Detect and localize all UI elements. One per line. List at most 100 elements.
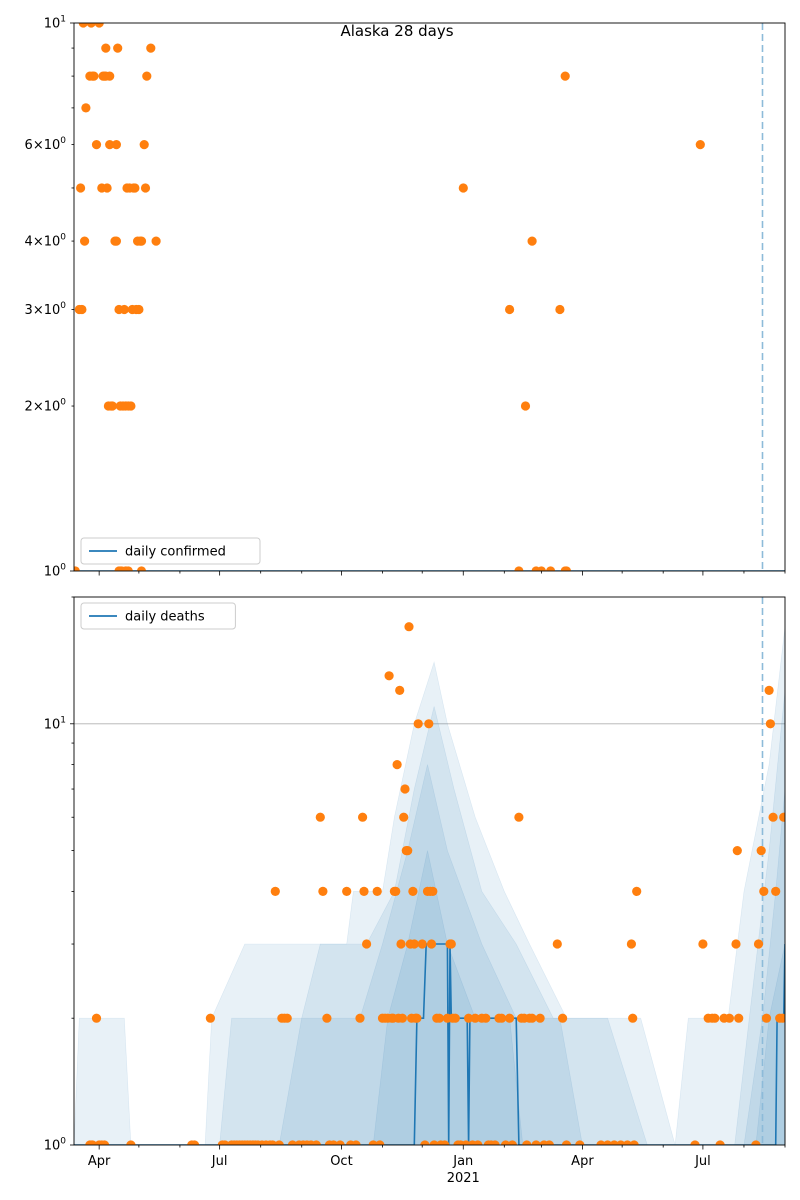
series-top-legend-label: daily confirmed — [125, 545, 226, 560]
series-top-point-26 — [111, 236, 121, 246]
series-bottom-point-86 — [428, 886, 438, 897]
series-bottom-point-154 — [765, 719, 776, 729]
series-bottom-point-65 — [395, 685, 405, 696]
series-bottom-point-91 — [440, 1140, 450, 1145]
series-top-ytick-base-0: 10 — [44, 565, 61, 580]
series-top-ytick-exponent-4: 0 — [60, 136, 66, 146]
series-top-legend: daily confirmed — [80, 537, 261, 565]
series-top-point-51 — [136, 566, 147, 571]
series-top-plot-area — [74, 23, 785, 571]
series-top-point-24 — [107, 401, 117, 411]
series-bottom-point-148 — [751, 1140, 761, 1145]
series-bottom-point-89 — [434, 1013, 444, 1023]
series-bottom-point-62 — [391, 886, 401, 897]
series-bottom-point-44 — [335, 1140, 345, 1145]
series-bottom-point-47 — [351, 1140, 361, 1145]
series-bottom-band-1 — [219, 690, 785, 1145]
series-bottom-point-142 — [715, 1140, 725, 1145]
series-top-ytick-mantissa-2: 3× — [25, 303, 44, 318]
series-bottom-point-133 — [626, 939, 637, 949]
series-bottom-point-145 — [731, 939, 741, 949]
series-bottom-point-117 — [522, 1140, 532, 1145]
series-bottom-point-102 — [470, 1013, 480, 1023]
series-bottom-xtick-label-5: Jul — [694, 1154, 711, 1169]
series-bottom-ytick-base-1: 10 — [44, 717, 61, 732]
series-bottom-point-50 — [359, 886, 369, 897]
series-bottom-point-137 — [690, 1140, 700, 1145]
series-bottom-point-125 — [558, 1013, 568, 1023]
series-top-frame — [73, 22, 786, 572]
series-bottom-legend: daily deaths — [80, 602, 236, 630]
series-top-ytick-base-5: 10 — [44, 17, 61, 32]
series-bottom-point-108 — [490, 1140, 500, 1145]
series-bottom-point-136 — [632, 886, 642, 897]
series-bottom-point-40 — [318, 886, 328, 897]
series-top-point-54 — [142, 71, 152, 81]
series-bottom-point-76 — [409, 939, 419, 949]
series-top-point-7 — [81, 103, 91, 113]
series-bottom-point-94 — [446, 939, 456, 949]
series-bottom-frame — [73, 596, 786, 1146]
series-top-point-64 — [546, 566, 556, 571]
series-top-point-40 — [123, 566, 133, 571]
series-bottom-legend-box — [80, 602, 236, 630]
series-bottom-point-63 — [392, 760, 402, 770]
series-top-point-21 — [105, 71, 115, 81]
series-bottom-point-81 — [420, 1140, 430, 1145]
series-top-point-59 — [514, 566, 524, 571]
series-bottom-point-156 — [771, 886, 781, 897]
series-bottom-xtick-label-3: Jan — [452, 1154, 473, 1169]
series-bottom-plot-area — [74, 597, 785, 1145]
series-bottom-point-53 — [372, 886, 382, 897]
series-bottom-point-32 — [282, 1013, 292, 1023]
series-bottom-point-114 — [514, 812, 524, 822]
series-bottom-point-66 — [396, 939, 406, 949]
series-bottom-point-153 — [764, 685, 774, 696]
series-top-ytick-label-3: 4×100 — [25, 233, 67, 250]
series-top-ytick-base-2: 10 — [44, 303, 61, 318]
series-top-ytick-exponent-0: 0 — [60, 563, 66, 573]
series-bottom-xtick-label-4: Apr — [571, 1154, 594, 1169]
series-top-ytick-base-4: 10 — [44, 138, 61, 153]
series-top-ytick-label-5: 101 — [44, 15, 66, 32]
series-bottom-ytick-label-1: 101 — [44, 715, 66, 732]
series-top-point-13 — [94, 23, 104, 28]
series-top-ytick-label-1: 2×100 — [25, 398, 67, 415]
series-bottom-point-51 — [362, 939, 372, 949]
series-bottom-point-127 — [575, 1140, 585, 1145]
series-bottom-point-78 — [412, 1013, 422, 1023]
series-bottom-point-149 — [753, 939, 764, 949]
series-bottom-xtick-label-1: Jul — [211, 1154, 228, 1169]
series-bottom-xtick-year-label: 2021 — [447, 1171, 480, 1186]
series-top-point-12 — [91, 140, 102, 150]
series-bottom-point-110 — [497, 1013, 507, 1023]
series-top-point-55 — [146, 43, 156, 53]
series-top-point-61 — [527, 236, 537, 246]
series-bottom-point-71 — [403, 846, 413, 856]
series-bottom-point-147 — [734, 1013, 744, 1023]
series-bottom-band-0 — [74, 626, 785, 1145]
series-bottom-point-68 — [399, 812, 409, 822]
series-bottom-point-39 — [315, 812, 325, 822]
series-bottom-point-112 — [505, 1013, 515, 1023]
series-top-point-35 — [119, 304, 129, 315]
series-bottom-point-152 — [761, 1013, 772, 1023]
series-bottom-point-28 — [270, 886, 280, 897]
series-bottom-point-54 — [375, 1140, 385, 1145]
series-top-point-22 — [105, 140, 115, 150]
series-top-point-57 — [458, 183, 468, 193]
figure-title: Alaska 28 days — [340, 22, 453, 40]
series-top-point-53 — [140, 183, 151, 193]
series-bottom-point-126 — [561, 1140, 572, 1145]
series-bottom-point-69 — [400, 784, 410, 794]
series-top-point-28 — [113, 43, 123, 53]
series-top-point-69 — [695, 140, 705, 150]
series-top-point-50 — [136, 236, 147, 246]
series-bottom-point-135 — [629, 1140, 639, 1145]
series-top-point-63 — [536, 566, 546, 571]
series-top-ytick-exponent-1: 0 — [60, 398, 66, 408]
series-bottom-point-41 — [322, 1013, 332, 1023]
series-top-ytick-mantissa-3: 4× — [25, 235, 44, 250]
